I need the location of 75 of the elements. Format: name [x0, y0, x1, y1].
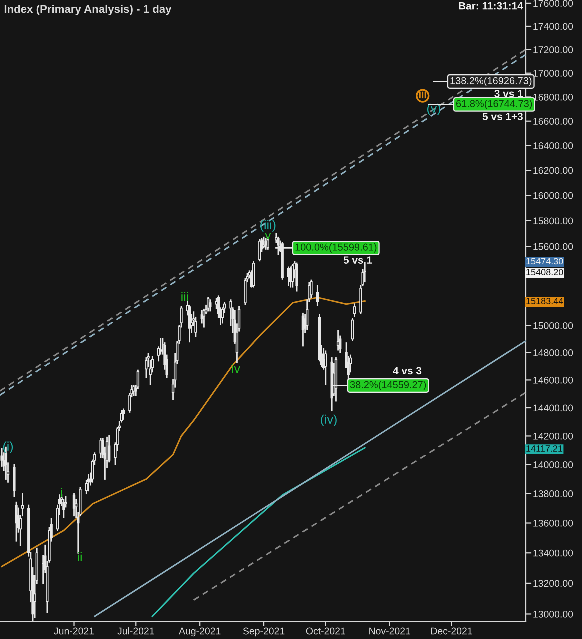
y-tick-label: 13600.00: [534, 520, 574, 527]
candlestick: [258, 239, 262, 262]
candlestick: [292, 264, 294, 288]
y-tick-label: 16600.00: [534, 118, 574, 125]
text: 15474.30: [526, 258, 564, 265]
y-tick-label: 16400.00: [534, 142, 574, 150]
y-tick-label: 14200.00: [534, 432, 574, 440]
y-tick-label: 16200.00: [534, 167, 574, 174]
annotation: (iii): [260, 220, 276, 232]
candlestick: [364, 262, 366, 283]
y-tick-label: 16000.00: [534, 192, 574, 200]
text: 15183.44: [526, 298, 564, 304]
annotation: 3 vs 1: [494, 90, 524, 98]
candlestick: [209, 300, 212, 312]
annotation: 100.0%(15599.61): [296, 244, 377, 253]
y-tick-label: 14600.00: [534, 376, 574, 384]
annotation: 5 vs 1: [344, 256, 372, 264]
candlestick: [62, 498, 66, 518]
x-tick-label: Oct-2021: [306, 628, 346, 635]
x-tick-label: Jul-2021: [118, 628, 154, 635]
candlestick: [264, 238, 268, 250]
annotation: Bar: 11:31:14: [459, 2, 524, 10]
y-tick-label: 13200.00: [534, 580, 574, 588]
annotation: 4 vs 3: [393, 367, 422, 375]
y-tick-label: 14800.00: [534, 350, 574, 356]
y-tick-label: 14000.00: [534, 462, 574, 468]
annotation: (v): [427, 104, 441, 116]
candlestick: [122, 408, 126, 420]
x-tick-label: Nov-2021: [370, 628, 410, 635]
candlestick: [13, 464, 16, 498]
candlestick: [324, 350, 328, 386]
y-tick-label: 13000.00: [534, 610, 574, 618]
x-tick-label: Sep-2021: [243, 628, 285, 637]
y-tick-label: 14400.00: [534, 404, 574, 412]
candlestick: [316, 285, 320, 306]
annotation: iii: [182, 292, 188, 302]
y-tick-label: 17000.00: [534, 70, 574, 77]
x-tick-label: Jun-2021: [54, 628, 94, 635]
y-tick-label: 17400.00: [534, 23, 574, 30]
candlestick: [296, 262, 298, 292]
y-tick-label: 15600.00: [534, 243, 574, 250]
y-tick-label: 16800.00: [534, 94, 574, 101]
y-tick-label: 15000.00: [534, 322, 574, 330]
line-series: [152, 447, 366, 618]
y-tick-label: 13800.00: [534, 490, 574, 498]
x-tick-label: Dec-2021: [431, 628, 472, 635]
x-tick-label: Aug-2021: [179, 628, 221, 637]
y-tick-label: 13400.00: [534, 550, 574, 557]
annotation: 38.2%(14559.27): [350, 381, 426, 390]
annotation: 61.8%(16744.73): [456, 100, 532, 110]
annotation: iv: [232, 364, 240, 374]
candlestick: [200, 310, 204, 324]
annotation: 5 vs 1+3: [482, 113, 523, 120]
candlestick: [310, 280, 313, 298]
y-tick-label: 17600.00: [534, 0, 574, 8]
candlestick: [353, 304, 356, 318]
annotation: v: [265, 232, 272, 240]
candlestick: [15, 502, 18, 542]
annotation: ii: [78, 552, 82, 562]
candlestick: [351, 318, 354, 342]
annotation: III: [419, 92, 426, 99]
candlestick: [145, 358, 148, 378]
annotation: i: [61, 488, 62, 498]
y-tick-label: 17200.00: [534, 46, 574, 54]
candlestick: [188, 304, 192, 343]
candlestick: [252, 262, 256, 288]
candlestick: [262, 236, 266, 249]
text: 15408.20: [526, 269, 564, 276]
y-tick-label: 15800.00: [534, 218, 574, 225]
candlestick: [100, 438, 102, 458]
annotation: (iv): [321, 414, 337, 426]
annotation: (i): [3, 442, 14, 454]
chart-title: Index (Primary Analysis) - 1 day: [4, 4, 172, 16]
text: 14117.21: [526, 446, 563, 452]
annotation: 138.2%(16926.73): [450, 77, 532, 86]
